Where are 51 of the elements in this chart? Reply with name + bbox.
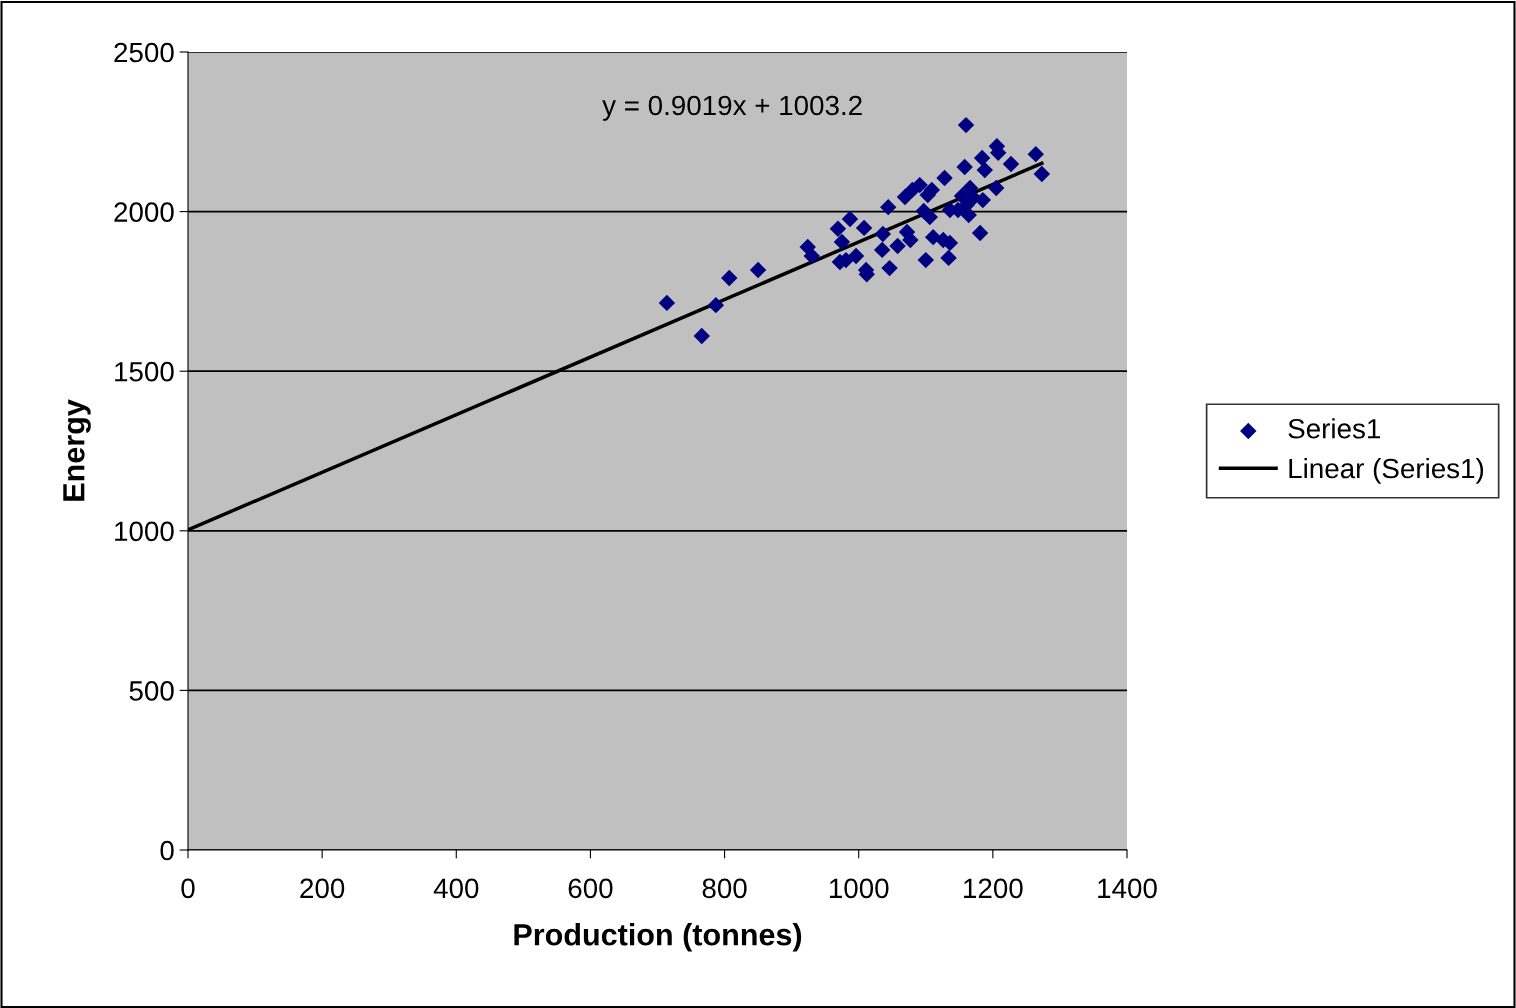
point bbox=[987, 179, 1005, 197]
point bbox=[841, 210, 859, 228]
point bbox=[658, 294, 676, 312]
point bbox=[833, 233, 851, 251]
y-tick-label: 1500 bbox=[115, 361, 174, 382]
annotation: y = 0.9019x + 1003.2 bbox=[602, 95, 862, 121]
point bbox=[1027, 145, 1044, 163]
point bbox=[880, 198, 897, 216]
y-tick-label: 0 bbox=[160, 840, 174, 861]
point bbox=[896, 188, 914, 206]
point bbox=[881, 259, 898, 277]
point bbox=[940, 249, 957, 267]
legend-label: Linear (Series1) bbox=[1289, 457, 1484, 484]
point bbox=[917, 251, 934, 269]
point bbox=[721, 269, 738, 287]
x-tick-label: 1000 bbox=[829, 878, 889, 899]
point bbox=[847, 247, 865, 265]
point bbox=[921, 208, 939, 226]
point bbox=[976, 161, 994, 179]
point bbox=[957, 116, 975, 134]
point bbox=[1033, 165, 1051, 183]
legend-label: Series1 bbox=[1288, 418, 1380, 439]
point bbox=[829, 220, 847, 238]
point bbox=[961, 179, 979, 197]
y-tick-label: 2000 bbox=[114, 202, 174, 222]
point bbox=[693, 327, 710, 345]
point bbox=[956, 158, 973, 176]
x-tick-label: 1200 bbox=[964, 878, 1023, 899]
x-axis-title: Production (tonnes) bbox=[514, 923, 802, 952]
point bbox=[936, 169, 953, 187]
y-tick-label: 500 bbox=[129, 681, 174, 701]
point bbox=[973, 149, 991, 167]
point bbox=[803, 247, 820, 265]
y-tick-label: 2500 bbox=[114, 42, 174, 63]
point bbox=[873, 241, 891, 259]
x-tick-label: 200 bbox=[300, 878, 345, 899]
point bbox=[749, 261, 767, 279]
point bbox=[971, 224, 989, 242]
x-tick-label: 600 bbox=[568, 878, 613, 899]
x-tick-label: 0 bbox=[181, 878, 195, 899]
x-tick-label: 1400 bbox=[1098, 878, 1157, 899]
x-tick-label: 800 bbox=[702, 878, 747, 899]
point bbox=[1002, 155, 1020, 173]
point bbox=[855, 219, 873, 237]
point bbox=[874, 225, 892, 243]
y-axis-title: Energy bbox=[63, 399, 91, 501]
x-tick-label: 400 bbox=[433, 878, 479, 899]
point bbox=[911, 176, 928, 194]
point bbox=[889, 237, 906, 255]
point bbox=[707, 296, 725, 314]
y-tick-label: 1000 bbox=[115, 521, 174, 542]
